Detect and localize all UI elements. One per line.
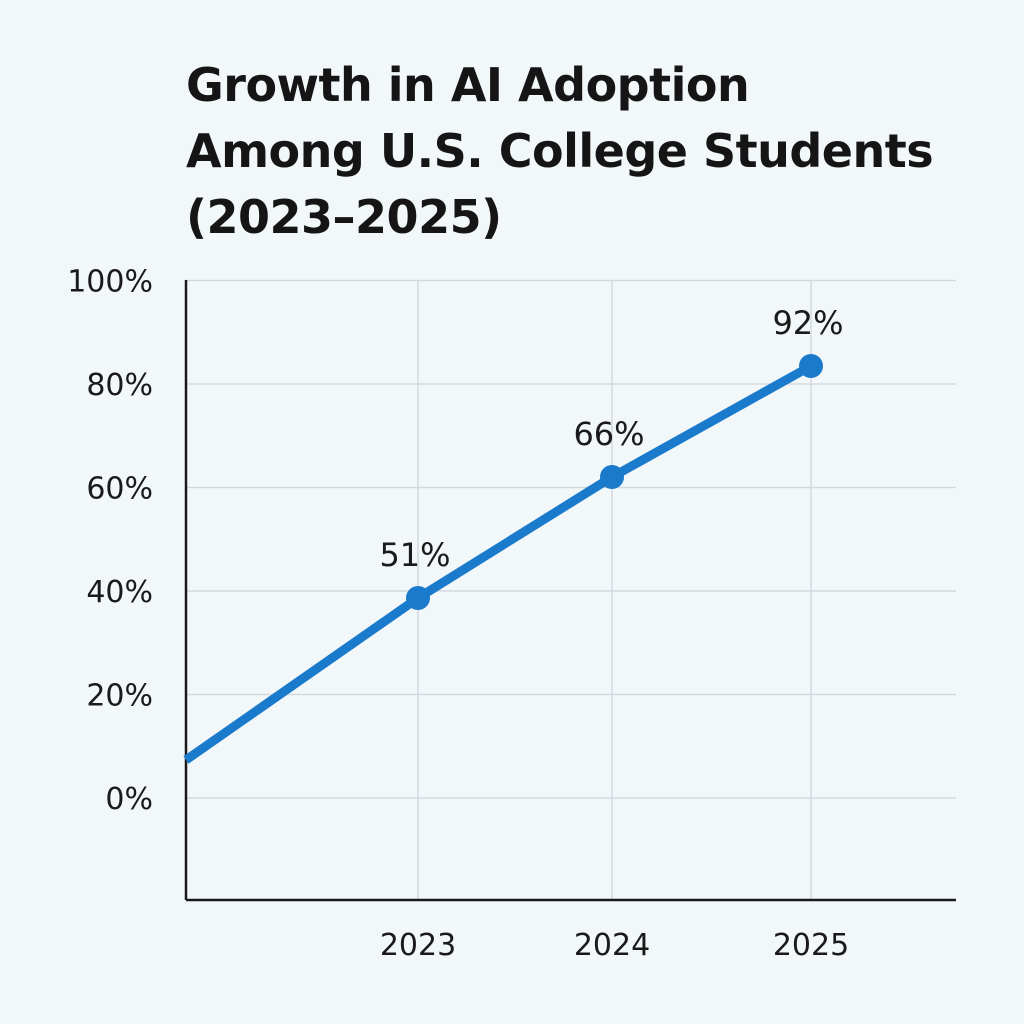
data-label-2023: 51% <box>379 536 450 574</box>
chart-title-line-3: (2023–2025) <box>186 190 502 244</box>
data-point-2023 <box>406 586 430 610</box>
y-tick-label: 100% <box>67 265 153 300</box>
x-axis-ticks: 2023 2024 2025 <box>380 928 849 963</box>
y-axis-ticks: 0% 20% 40% 60% 80% 100% <box>67 265 153 818</box>
data-labels: 51% 66% 92% <box>379 304 843 574</box>
x-tick-label: 2024 <box>574 928 650 963</box>
y-tick-label: 20% <box>86 679 153 714</box>
data-point-2024 <box>600 465 624 489</box>
data-label-2025: 92% <box>772 304 843 342</box>
x-tick-label: 2025 <box>773 928 849 963</box>
chart-title-line-1: Growth in AI Adoption <box>186 58 750 112</box>
y-tick-label: 80% <box>86 368 153 403</box>
y-tick-label: 40% <box>86 575 153 610</box>
chart-title-line-2: Among U.S. College Students <box>186 124 934 178</box>
axes-layer <box>184 280 956 902</box>
grid-layer <box>186 279 956 900</box>
y-tick-label: 0% <box>105 782 153 817</box>
series-line <box>183 362 814 764</box>
chart-title: Growth in AI Adoption Among U.S. College… <box>186 52 1006 250</box>
data-label-2024: 66% <box>573 415 644 453</box>
y-tick-label: 60% <box>86 472 153 507</box>
series-layer <box>183 354 823 764</box>
x-tick-label: 2023 <box>380 928 456 963</box>
data-point-2025 <box>799 354 823 378</box>
